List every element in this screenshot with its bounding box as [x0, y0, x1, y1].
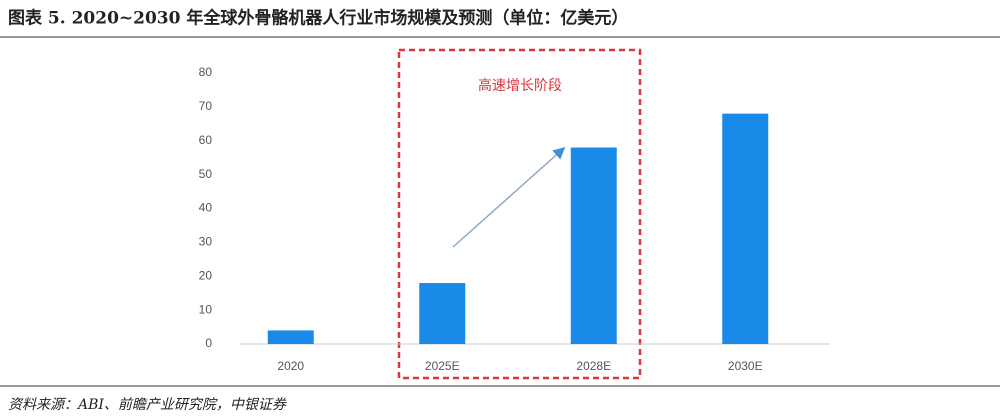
chart-title: 图表 5. 2020~2030 年全球外骨骼机器人行业市场规模及预测（单位：亿美… [8, 8, 628, 29]
bar [722, 113, 769, 345]
y-tick-label: 80 [199, 65, 213, 79]
y-tick-label: 70 [199, 99, 213, 113]
trend-arrow [452, 147, 566, 248]
x-tick-label: 2030E [728, 359, 763, 373]
x-tick-label: 2020 [277, 359, 304, 373]
bar [419, 283, 466, 344]
y-tick-label: 40 [199, 201, 213, 215]
x-tick-label: 2028E [576, 359, 611, 373]
bar [570, 147, 617, 344]
bar [267, 330, 314, 344]
y-tick-label: 50 [199, 167, 213, 181]
y-tick-label: 10 [199, 302, 213, 316]
y-tick-label: 0 [205, 336, 212, 350]
y-tick-label: 60 [199, 133, 213, 147]
y-tick-label: 20 [199, 268, 213, 282]
highlight-box [397, 48, 642, 380]
source-note: 资料来源：ABI、前瞻产业研究院，中银证券 [8, 397, 287, 413]
annotation: 高速增长阶段 [478, 77, 562, 94]
x-tick-label: 2025E [425, 359, 460, 373]
y-tick-label: 30 [199, 235, 213, 249]
